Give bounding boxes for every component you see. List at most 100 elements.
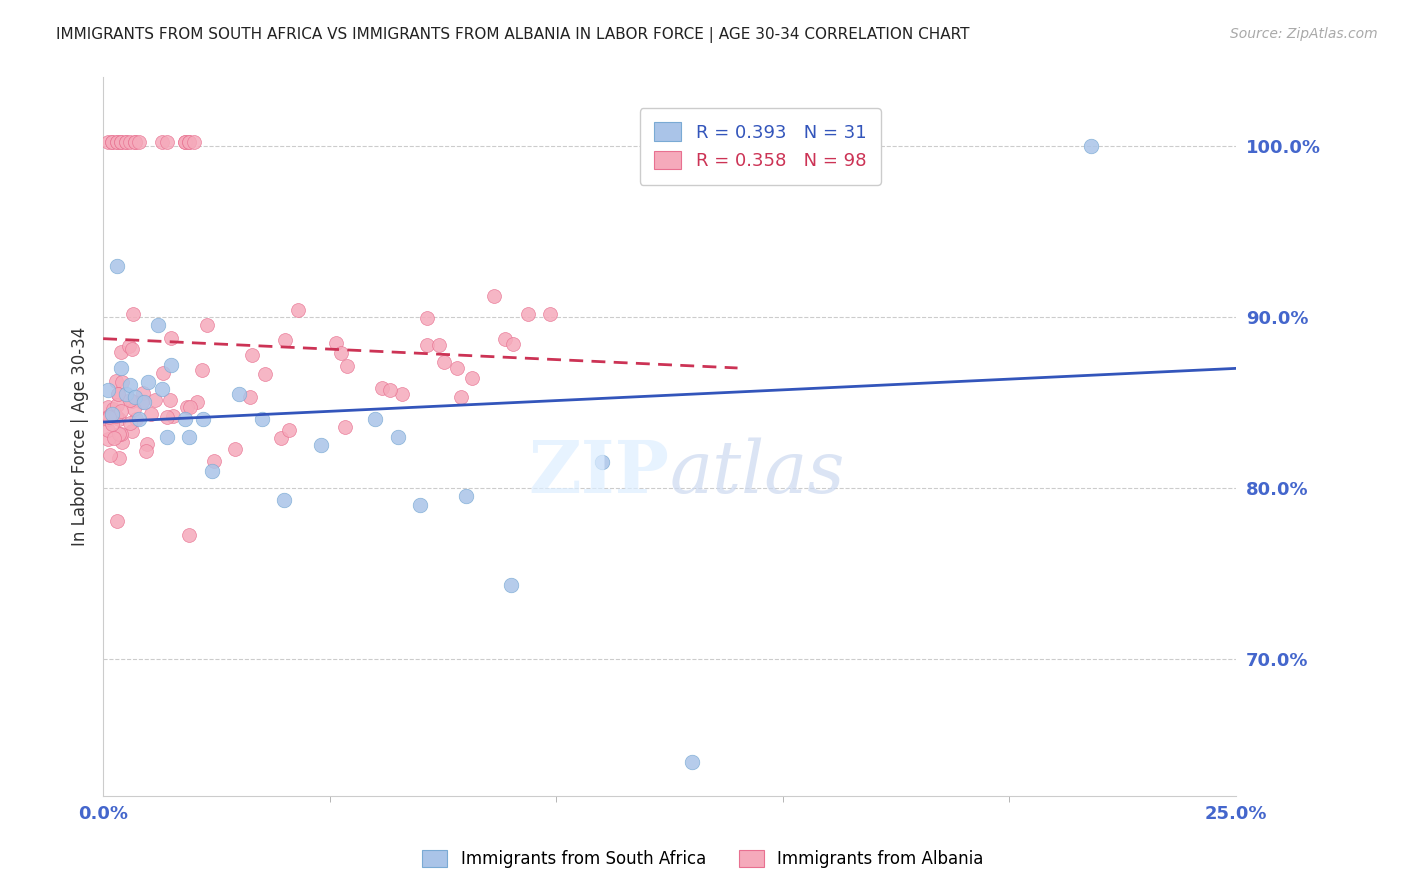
Point	[186, 394, 208, 409]
Point	[427, 337, 450, 351]
Point	[190, 363, 212, 377]
Point	[97, 136, 120, 150]
Point	[253, 367, 276, 381]
Point	[274, 333, 297, 347]
Point	[110, 435, 132, 450]
Point	[143, 393, 166, 408]
Point	[159, 392, 181, 407]
Text: IMMIGRANTS FROM SOUTH AFRICA VS IMMIGRANTS FROM ALBANIA IN LABOR FORCE | AGE 30-: IMMIGRANTS FROM SOUTH AFRICA VS IMMIGRAN…	[56, 27, 970, 43]
Point	[173, 136, 195, 150]
Point	[121, 342, 143, 356]
Point	[125, 412, 148, 426]
Point	[131, 395, 153, 409]
Point	[195, 318, 218, 332]
Point	[110, 136, 132, 150]
Point	[152, 366, 174, 380]
Point	[118, 393, 141, 408]
Point	[114, 387, 136, 401]
Point	[538, 307, 561, 321]
Point	[183, 136, 205, 150]
Y-axis label: In Labor Force | Age 30-34: In Labor Force | Age 30-34	[72, 327, 89, 546]
Point	[110, 344, 132, 359]
Point	[179, 401, 201, 415]
Point	[108, 412, 131, 426]
Point	[101, 136, 124, 150]
Point	[179, 429, 201, 443]
Point	[591, 455, 613, 469]
Point	[110, 136, 132, 150]
Point	[118, 339, 141, 353]
Point	[100, 417, 122, 431]
Point	[104, 409, 127, 424]
Point	[325, 336, 347, 351]
Point	[336, 359, 359, 373]
Point	[97, 384, 120, 398]
Point	[179, 136, 201, 150]
Point	[228, 387, 250, 401]
Point	[494, 332, 516, 346]
Point	[107, 387, 129, 401]
Point	[177, 528, 200, 542]
Text: atlas: atlas	[669, 437, 845, 508]
Point	[484, 289, 506, 303]
Point	[156, 409, 179, 424]
Point	[201, 464, 224, 478]
Text: Source: ZipAtlas.com: Source: ZipAtlas.com	[1230, 27, 1378, 41]
Point	[101, 408, 124, 422]
Point	[135, 443, 157, 458]
Point	[132, 395, 155, 409]
Point	[240, 347, 263, 361]
Point	[97, 423, 120, 437]
Point	[110, 403, 132, 417]
Point	[433, 355, 456, 369]
Point	[124, 402, 146, 417]
Point	[380, 383, 402, 397]
Point	[132, 386, 155, 401]
Point	[150, 136, 173, 150]
Point	[150, 382, 173, 396]
Point	[160, 358, 183, 372]
Point	[499, 578, 522, 592]
Point	[155, 429, 177, 443]
Point	[138, 375, 160, 389]
Point	[387, 429, 409, 443]
Point	[105, 136, 128, 150]
Point	[173, 136, 195, 150]
Point	[105, 375, 128, 389]
Point	[450, 390, 472, 404]
Point	[446, 360, 468, 375]
Point	[309, 438, 332, 452]
Point	[461, 371, 484, 385]
Point	[97, 433, 120, 447]
Point	[416, 310, 439, 325]
Point	[124, 390, 146, 404]
Point	[191, 412, 214, 426]
Point	[273, 492, 295, 507]
Point	[1080, 139, 1102, 153]
Point	[162, 409, 184, 423]
Point	[105, 514, 128, 528]
Point	[128, 412, 150, 426]
Point	[114, 136, 136, 150]
Point	[98, 409, 121, 424]
Point	[105, 136, 128, 150]
Point	[250, 412, 273, 426]
Point	[270, 431, 292, 445]
Point	[173, 412, 195, 426]
Point	[108, 427, 131, 442]
Point	[146, 318, 169, 333]
Point	[124, 136, 146, 150]
Point	[155, 136, 177, 150]
Point	[120, 136, 142, 150]
Point	[502, 336, 524, 351]
Point	[110, 427, 132, 442]
Point	[239, 390, 262, 404]
Point	[287, 303, 309, 318]
Point	[97, 401, 120, 415]
Point	[160, 331, 183, 345]
Point	[391, 387, 413, 401]
Point	[333, 420, 356, 434]
Text: ZIP: ZIP	[529, 437, 669, 508]
Point	[121, 424, 143, 438]
Point	[681, 755, 703, 769]
